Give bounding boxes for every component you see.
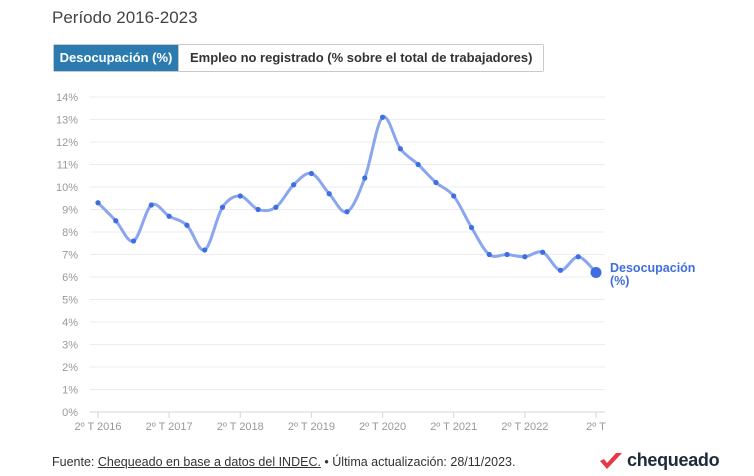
y-tick-label: 7% bbox=[62, 250, 78, 262]
data-point[interactable] bbox=[130, 238, 137, 244]
chart-tabs: Desocupación (%) Empleo no registrado (%… bbox=[53, 44, 545, 72]
brand-logo[interactable]: chequeado bbox=[598, 450, 720, 471]
data-point[interactable] bbox=[575, 254, 581, 260]
brand-name: chequeado bbox=[627, 450, 720, 470]
data-point[interactable] bbox=[468, 224, 475, 231]
series-end-label-unit: (%) bbox=[610, 274, 629, 288]
x-tick-label: 2º T 2022 bbox=[501, 421, 548, 433]
chart-grid bbox=[90, 96, 605, 413]
y-tick-label: 11% bbox=[57, 160, 78, 172]
data-point[interactable] bbox=[504, 251, 510, 258]
y-tick-label: 6% bbox=[62, 272, 78, 284]
y-tick-label: 10% bbox=[56, 182, 78, 194]
tab-desocupacion[interactable]: Desocupación (%) bbox=[54, 45, 178, 71]
tab-empleo-no-registrado[interactable]: Empleo no registrado (% sobre el total d… bbox=[178, 45, 544, 71]
unemployment-line-chart: 0% 1% 2% 3% 4% 5% 6% 7% 8% 9% 10% 11% 12% 13% 14% 2º T… bbox=[56, 92, 695, 433]
data-point[interactable] bbox=[166, 213, 172, 219]
x-tick-label: 2º T 2018 bbox=[217, 421, 264, 433]
data-point[interactable] bbox=[308, 170, 315, 177]
data-point[interactable] bbox=[95, 200, 101, 206]
x-tick-label: 2º T bbox=[586, 421, 606, 433]
data-point[interactable] bbox=[433, 179, 439, 186]
y-tick-label: 9% bbox=[62, 205, 78, 217]
data-point[interactable] bbox=[219, 204, 226, 210]
y-tick-label: 4% bbox=[62, 317, 78, 329]
data-point[interactable] bbox=[291, 182, 297, 188]
data-point[interactable] bbox=[557, 267, 564, 273]
footer-source: Fuente: Chequeado en base a datos del IN… bbox=[52, 455, 515, 469]
y-tick-label: 12% bbox=[56, 137, 78, 149]
x-tick-label: 2º T 2019 bbox=[288, 421, 335, 433]
data-point[interactable] bbox=[397, 146, 403, 152]
data-point[interactable] bbox=[326, 191, 332, 197]
data-point[interactable] bbox=[379, 114, 386, 120]
source-link[interactable]: Chequeado en base a datos del INDEC. bbox=[97, 455, 321, 469]
y-tick-label: 5% bbox=[62, 295, 78, 307]
series-points bbox=[95, 114, 602, 278]
data-point[interactable] bbox=[184, 222, 190, 228]
y-tick-label: 13% bbox=[56, 115, 78, 127]
data-point[interactable] bbox=[273, 204, 279, 210]
series-end-label: Desocupación bbox=[610, 261, 695, 275]
data-point[interactable] bbox=[344, 209, 350, 215]
data-point[interactable] bbox=[590, 267, 602, 278]
data-point[interactable] bbox=[486, 251, 492, 258]
y-tick-label: 8% bbox=[62, 227, 78, 239]
data-point[interactable] bbox=[451, 193, 457, 199]
data-point[interactable] bbox=[522, 254, 528, 260]
data-point[interactable] bbox=[540, 249, 546, 255]
x-tick-label: 2º T 2021 bbox=[430, 421, 477, 433]
x-tick-label: 2º T 2016 bbox=[74, 421, 121, 433]
y-tick-label: 3% bbox=[62, 340, 78, 352]
data-point[interactable] bbox=[255, 206, 261, 213]
period-title: Período 2016-2023 bbox=[52, 8, 198, 27]
data-point[interactable] bbox=[113, 218, 119, 224]
y-tick-label: 0% bbox=[62, 407, 78, 419]
y-tick-label: 2% bbox=[62, 362, 78, 374]
y-tick-label: 1% bbox=[62, 385, 78, 397]
footer-prefix: Fuente: bbox=[52, 455, 98, 469]
x-axis-ticks: 2º T 2016 2º T 2017 2º T 2018 2º T 2019 2º T… bbox=[74, 412, 606, 433]
y-axis-ticks: 0% 1% 2% 3% 4% 5% 6% 7% 8% 9% 10% 11% 12% 13% 14% bbox=[56, 92, 78, 419]
data-point[interactable] bbox=[202, 247, 208, 253]
checkmark-logo-icon bbox=[600, 452, 622, 469]
series-line bbox=[96, 115, 598, 274]
footer-updated: • Última actualización: 28/11/2023. bbox=[320, 455, 516, 469]
data-point[interactable] bbox=[237, 193, 243, 199]
x-tick-label: 2º T 2020 bbox=[359, 421, 406, 433]
data-point[interactable] bbox=[148, 202, 154, 208]
data-point[interactable] bbox=[415, 161, 421, 168]
data-point[interactable] bbox=[362, 175, 368, 181]
y-tick-label: 14% bbox=[56, 92, 78, 104]
x-tick-label: 2º T 2017 bbox=[146, 421, 193, 433]
